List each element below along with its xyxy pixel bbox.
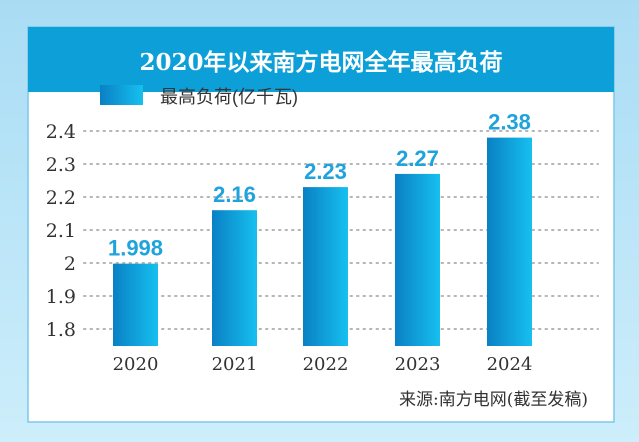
legend-swatch [100,85,143,105]
y-tick-label: 2.2 [46,187,76,209]
value-label: 2.23 [304,159,347,184]
value-label: 2.38 [488,110,531,135]
y-tick-label: 2.3 [46,154,76,176]
bar-2022 [303,187,348,346]
x-tick-label: 2020 [113,354,159,375]
x-tick-label: 2023 [395,354,441,375]
title-bar [28,27,614,92]
value-label: 2.16 [213,182,256,207]
bar-2021 [212,210,257,346]
x-tick-label: 2022 [303,354,349,375]
x-tick-label: 2024 [487,354,533,375]
bar-2023 [395,173,440,346]
legend-label: 最高负荷(亿千瓦) [160,87,298,107]
y-tick-label: 1.8 [46,319,76,341]
bar-2020 [113,263,158,346]
source-note: 来源:南方电网(截至发稿) [399,390,588,410]
y-tick-label: 2 [64,253,76,275]
bar-2024 [487,137,532,346]
y-tick-label: 1.9 [46,286,76,308]
y-tick-label: 2.4 [46,121,76,143]
x-tick-label: 2021 [212,354,258,375]
value-label: 2.27 [396,146,439,171]
y-tick-label: 2.1 [46,220,76,242]
value-label: 1.998 [108,236,163,261]
chart-title: 2020年以来南方电网全年最高负荷 [139,49,502,76]
